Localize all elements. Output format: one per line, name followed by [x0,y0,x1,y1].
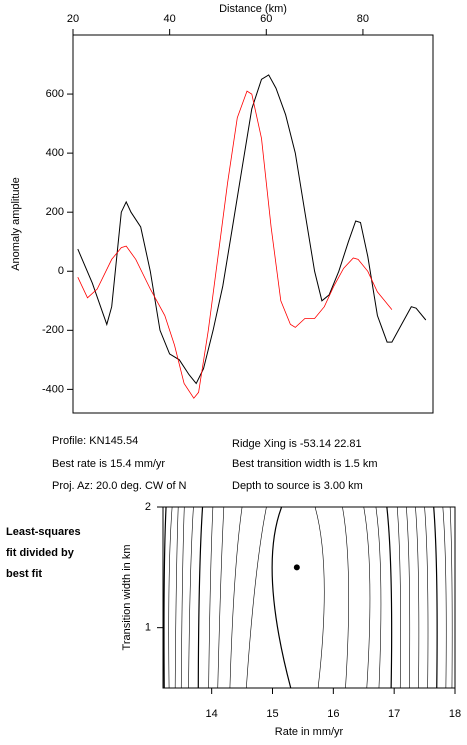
series-line [77,74,427,385]
y-tick-label: -400 [42,383,64,395]
contour-line [433,506,438,689]
contour-line [375,506,382,689]
contour-line [406,506,411,689]
contour-line [246,506,267,689]
x-tick-label: 18 [449,708,461,720]
contour-line [174,506,179,689]
y-tick-label: 0 [58,265,64,277]
panel-label: Least-squares [6,526,81,538]
contour-line [197,506,204,689]
panel-label: best fit [6,568,42,580]
contour-line [424,506,429,689]
x-tick-label: 80 [357,13,369,25]
x-tick-label: 60 [260,13,272,25]
contour-line [386,506,393,689]
contour-line [217,506,225,689]
x-tick-label: 40 [164,13,176,25]
contour-line [342,506,349,689]
x-tick-label: 20 [67,13,79,25]
contour-line [168,506,173,689]
contour-line [314,506,325,689]
contour-line [415,506,420,689]
x-tick-label: 16 [327,708,339,720]
y-tick-label: 400 [46,147,64,159]
panel-label: fit divided by [6,547,75,559]
contour-line [271,506,292,689]
contour-line [163,506,167,689]
x-tick-label: 17 [388,708,400,720]
annotation: Proj. Az: 20.0 deg. CW of N [52,480,187,492]
x-tick-label: 14 [206,708,218,720]
plot-frame [162,506,456,689]
annotation: Best rate is 15.4 mm/yr [52,458,165,470]
contour-line [188,506,194,689]
annotation: Depth to source is 3.00 km [232,480,363,492]
contour-line [442,506,447,689]
contour-line [396,506,401,689]
y-tick-label: -200 [42,324,64,336]
contour-line [449,506,453,689]
x-axis-label: Rate in mm/yr [275,726,344,738]
x-tick-label: 15 [266,708,278,720]
y-axis-label: Anomaly amplitude [10,177,22,271]
y-tick-label: 1 [145,622,151,634]
contour-line [180,506,185,689]
contour-line [229,506,243,689]
y-tick-label: 2 [145,501,151,513]
x-axis-label: Distance (km) [219,3,287,15]
series-line [77,90,393,399]
y-tick-label: 600 [46,88,64,100]
y-tick-label: 200 [46,206,64,218]
plot-frame [72,34,434,414]
contour-line [208,506,214,689]
contour-line [363,506,371,689]
annotation: Profile: KN145.54 [52,435,138,447]
y-axis-label: Transition width in km [121,545,133,651]
annotation: Best transition width is 1.5 km [232,458,378,470]
annotation: Ridge Xing is -53.14 22.81 [232,438,362,450]
best-fit-point [293,564,300,571]
